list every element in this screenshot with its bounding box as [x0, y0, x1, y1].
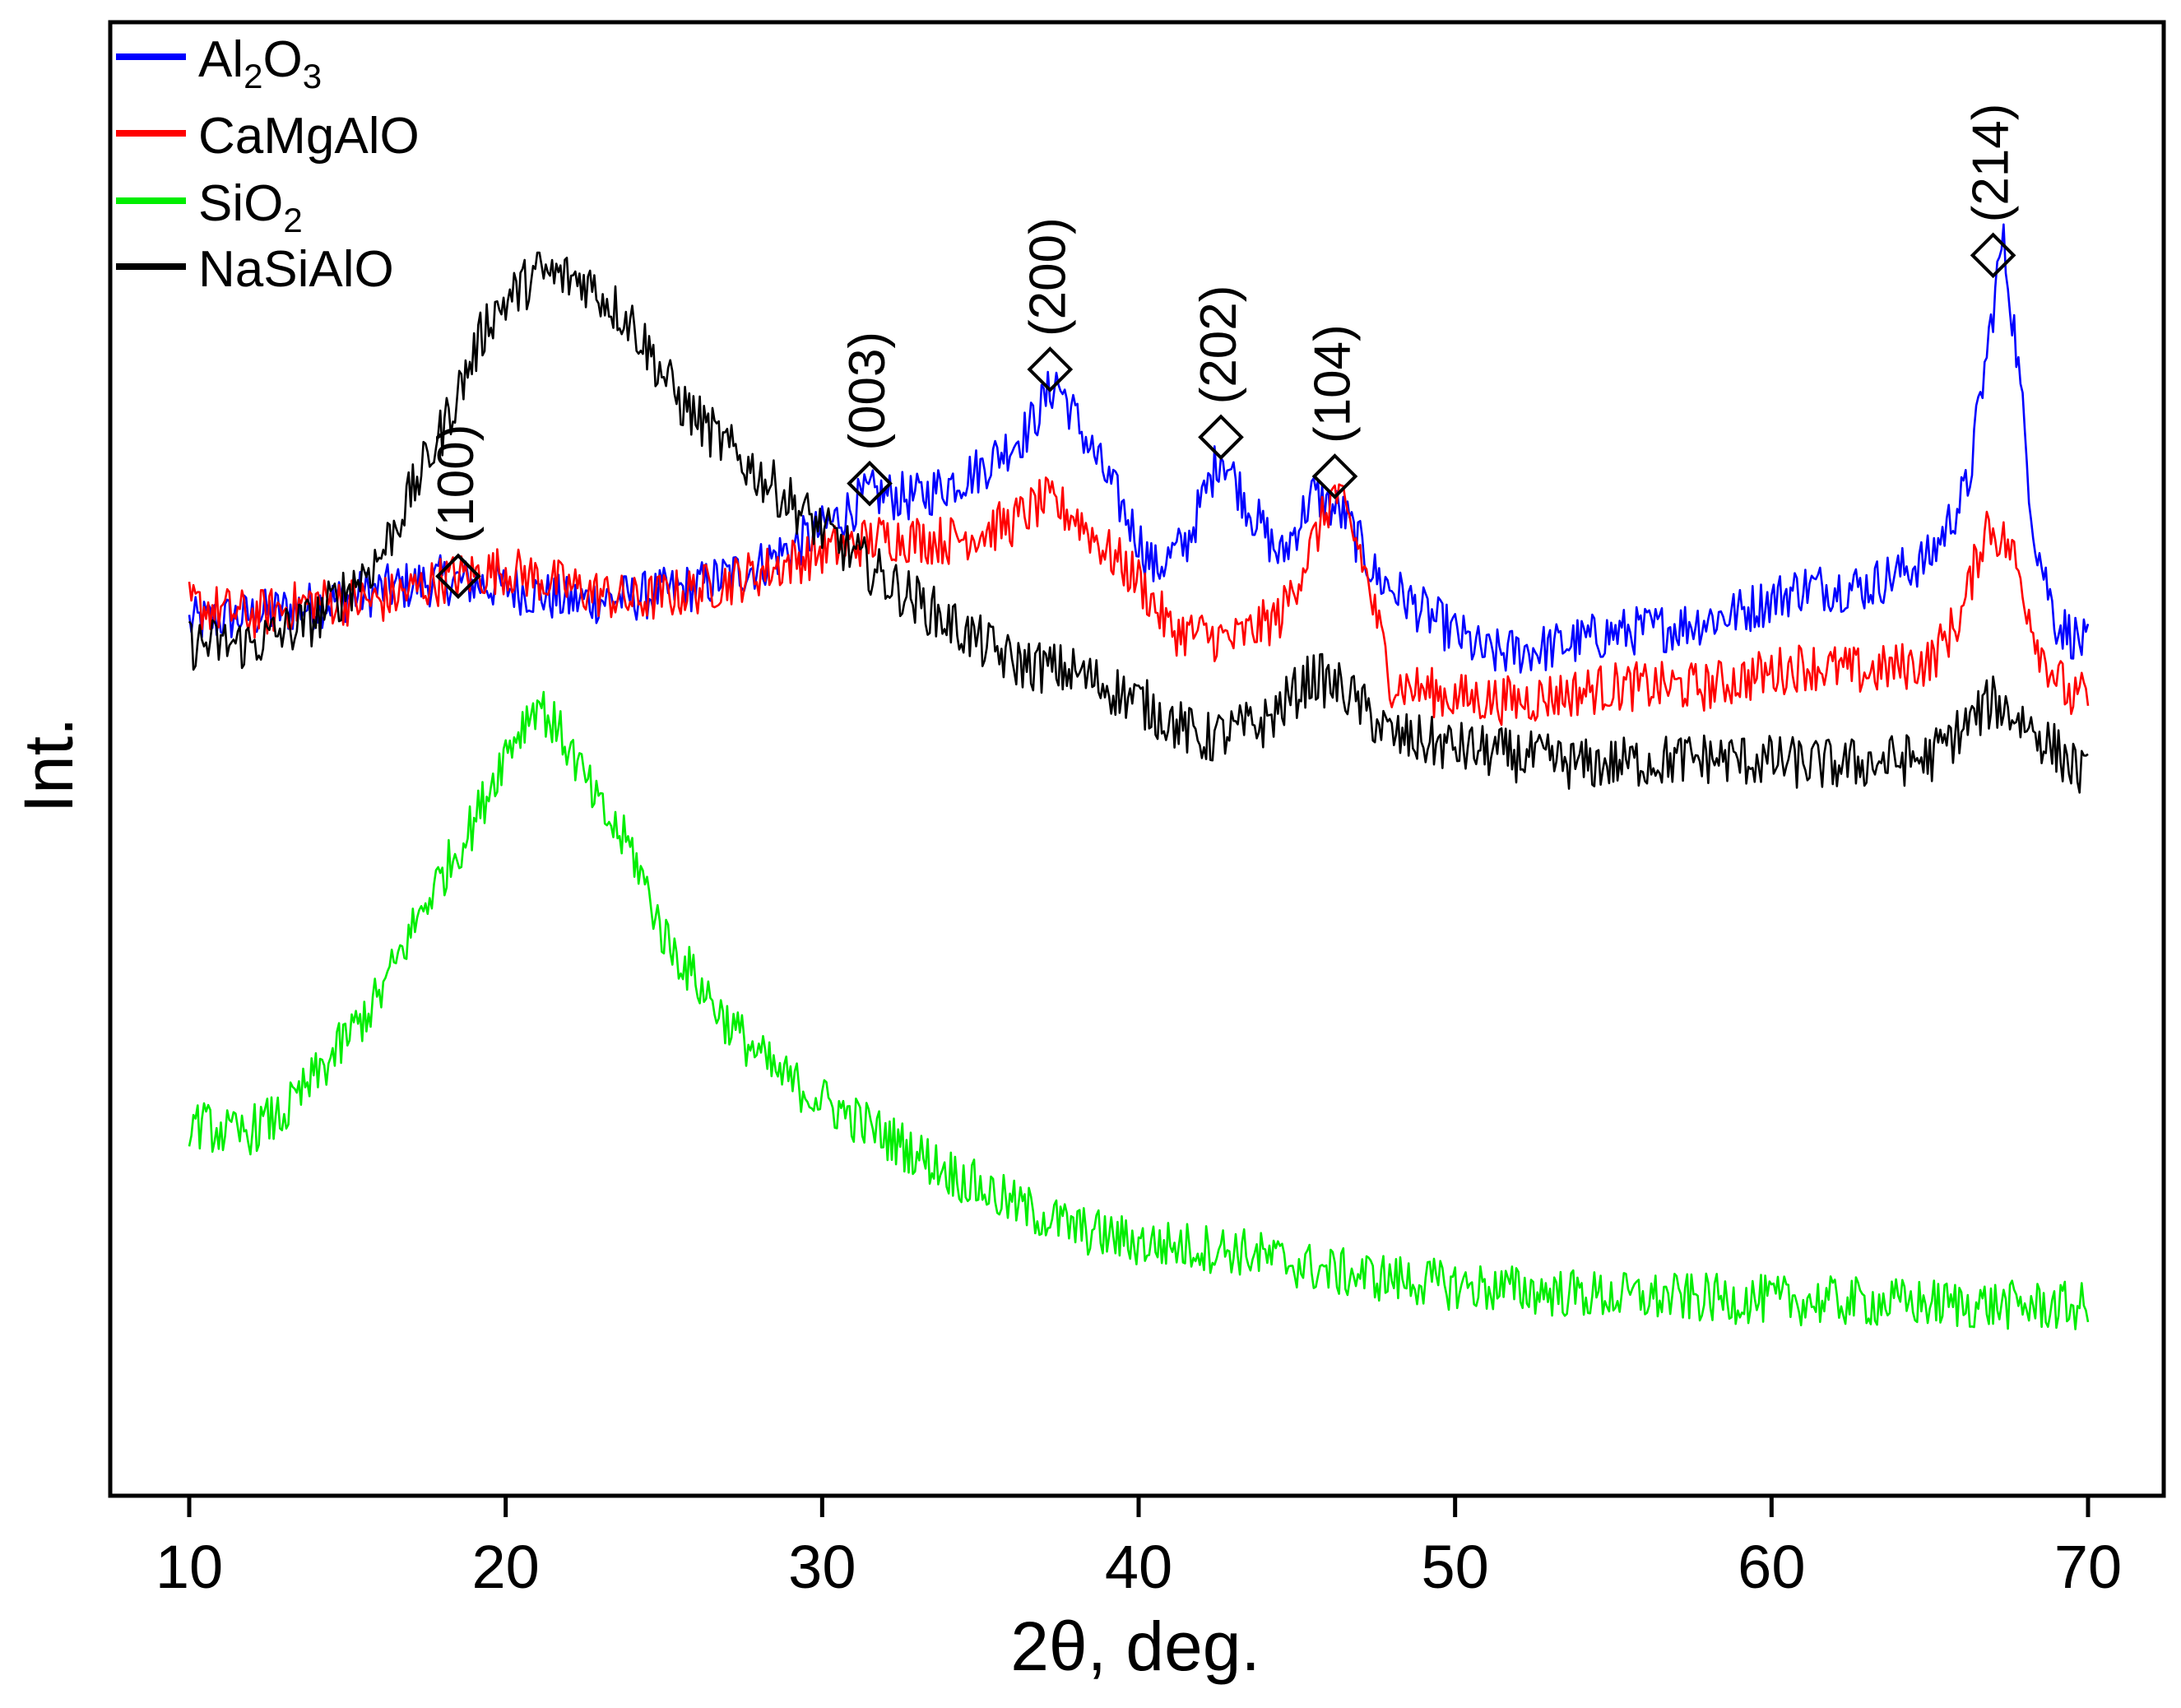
- x-tick-label-50: 50: [1422, 1533, 1489, 1601]
- peak-marker-diamond: [1027, 346, 1074, 392]
- peak-annotation-layer: (100) (003) (200) (202) (104) (214): [428, 104, 2020, 600]
- peak-label: (214): [1963, 104, 2020, 223]
- peak-label: (200): [1019, 217, 1076, 336]
- legend-label: Al2O3: [198, 31, 322, 95]
- peak-label: (202): [1190, 285, 1247, 405]
- x-tick-label-30: 30: [788, 1533, 856, 1601]
- peak-label: (104): [1304, 324, 1361, 443]
- peak-label: (100): [428, 425, 485, 544]
- peak-marker-diamond: [1311, 453, 1358, 499]
- series-line-nasialo: [188, 251, 2089, 794]
- x-tick-label-20: 20: [472, 1533, 540, 1601]
- peak-marker-diamond: [435, 553, 481, 600]
- x-axis-title: 2θ, deg.: [1010, 1608, 1260, 1685]
- legend-label: CaMgAlO: [198, 108, 420, 165]
- y-axis-title: Int.: [10, 717, 87, 814]
- series-layer: [188, 223, 2090, 1330]
- legend-label: NaSiAlO: [198, 241, 394, 298]
- peak-marker-diamond: [847, 460, 893, 507]
- series-line-camgalo: [188, 476, 2090, 726]
- x-tick-label-40: 40: [1105, 1533, 1172, 1601]
- peak-marker-diamond: [1970, 232, 2016, 279]
- x-axis: 10 20 30 40 50 60 70: [155, 1496, 2122, 1601]
- x-tick-label-60: 60: [1738, 1533, 1805, 1601]
- series-line-sio2: [188, 690, 2090, 1330]
- x-tick-label-70: 70: [2054, 1533, 2122, 1601]
- x-tick-label-10: 10: [155, 1533, 223, 1601]
- peak-label: (003): [839, 332, 896, 451]
- peak-marker-diamond: [1198, 414, 1244, 461]
- legend-label: SiO2: [198, 175, 303, 239]
